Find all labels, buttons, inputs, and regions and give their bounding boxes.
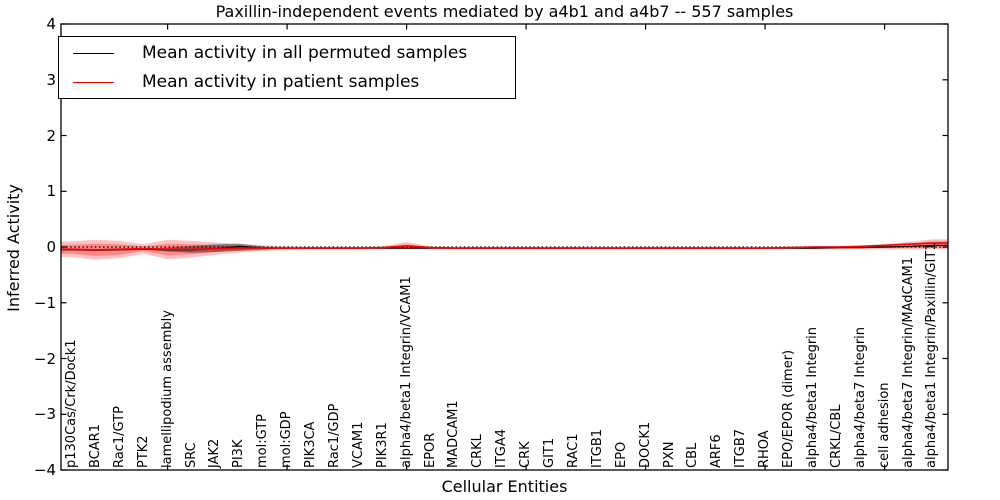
x-category-label: CRK xyxy=(518,441,534,468)
x-category-label: PIK3CA xyxy=(303,421,318,468)
x-category-label: CBL xyxy=(685,442,701,468)
y-tick-label: −4 xyxy=(33,461,56,479)
x-category-label: Rac1/GDP xyxy=(326,403,342,468)
x-category-label: alpha4/beta1 Integrin/VCAM1 xyxy=(398,276,414,468)
x-category-label: BCAR1 xyxy=(87,424,103,468)
x-category-label: PIK3R1 xyxy=(374,422,390,468)
x-category-label: EPO xyxy=(613,441,629,468)
y-tick-label: −2 xyxy=(33,349,56,368)
x-category-label: DOCK1 xyxy=(637,421,653,468)
x-category-label: ARF6 xyxy=(709,434,725,468)
x-category-label: EPOR xyxy=(422,432,438,468)
x-category-label: mol:GDP xyxy=(279,411,295,468)
legend-entry-label: Mean activity in patient samples xyxy=(142,72,420,92)
x-category-label: ITGA4 xyxy=(494,428,510,468)
legend-line-sample xyxy=(73,81,114,83)
y-tick-label: 3 xyxy=(46,70,56,89)
y-tick-label: 2 xyxy=(46,126,56,145)
x-category-label: PXN xyxy=(661,441,677,468)
x-category-label: MADCAM1 xyxy=(446,400,462,468)
legend: Mean activity in all permuted samples Mea… xyxy=(58,36,516,99)
x-category-label: CRKL xyxy=(470,434,486,468)
x-category-label: cell adhesion xyxy=(876,382,892,468)
x-axis-label: Cellular Entities xyxy=(441,477,568,496)
chart-title: Paxillin-independent events mediated by … xyxy=(215,2,794,21)
y-tick-label: 4 xyxy=(46,15,56,33)
x-category-label: VCAM1 xyxy=(350,421,366,468)
x-category-label: CRKL/CBL xyxy=(828,404,844,469)
legend-entry-label: Mean activity in all permuted samples xyxy=(142,43,468,63)
x-category-label: alpha4/beta7 Integrin/MAdCAM1 xyxy=(900,257,916,468)
x-category-label: PTK2 xyxy=(135,435,151,468)
x-category-label: alpha4/beta7 Integrin xyxy=(852,326,868,468)
x-category-label: mol:GTP xyxy=(255,414,271,468)
x-category-label: RAC1 xyxy=(565,433,581,468)
x-category-label: GIT1 xyxy=(542,437,557,468)
y-tick-label: 0 xyxy=(46,238,56,256)
y-tick-label: −3 xyxy=(33,405,56,424)
legend-line-sample xyxy=(73,52,114,54)
legend-entry: Mean activity in all permuted samples xyxy=(59,39,515,68)
x-category-label: alpha4/beta1 Integrin/Paxillin/GIT1 xyxy=(924,242,940,468)
x-category-label: RHOA xyxy=(757,430,773,468)
x-category-label: Rac1/GTP xyxy=(111,406,127,468)
x-category-label: ITGB1 xyxy=(589,428,605,468)
x-category-label: SRC xyxy=(183,442,199,468)
x-category-label: JAK2 xyxy=(207,438,223,468)
x-category-label: lamellipodium assembly xyxy=(159,310,175,468)
y-tick-label: −1 xyxy=(33,293,56,312)
legend-entries: Mean activity in all permuted samples Mea… xyxy=(59,39,515,97)
series-line-patient xyxy=(61,242,948,251)
x-category-label: p130Cas/Crk/Dock1 xyxy=(64,339,79,468)
y-tick-label: 1 xyxy=(46,182,56,201)
x-category-label: ITGB7 xyxy=(733,428,749,468)
x-category-label: PI3K xyxy=(231,439,247,468)
x-category-label: EPO/EPOR (dimer) xyxy=(781,349,796,468)
legend-entry: Mean activity in patient samples xyxy=(59,68,515,97)
x-category-label: alpha4/beta1 Integrin xyxy=(804,326,820,468)
